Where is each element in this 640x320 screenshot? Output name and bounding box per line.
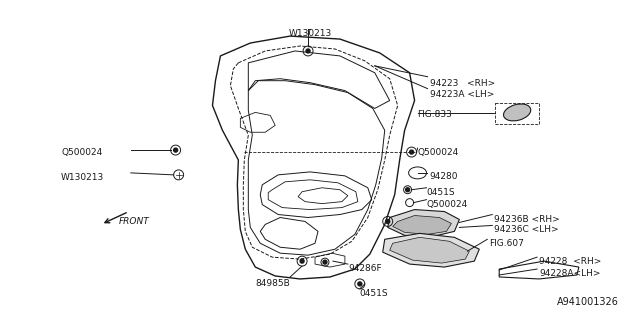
Circle shape xyxy=(173,148,178,152)
Text: A941001326: A941001326 xyxy=(557,297,619,307)
Text: FIG.607: FIG.607 xyxy=(489,239,524,248)
Polygon shape xyxy=(383,233,479,267)
Ellipse shape xyxy=(504,104,531,121)
Text: FRONT: FRONT xyxy=(119,218,150,227)
Circle shape xyxy=(406,188,410,192)
Text: 94223A <LH>: 94223A <LH> xyxy=(429,90,494,99)
Text: FIG.833: FIG.833 xyxy=(417,110,452,119)
Text: Q500024: Q500024 xyxy=(61,148,102,157)
Text: Q500024: Q500024 xyxy=(417,148,459,157)
Text: 0451S: 0451S xyxy=(426,188,455,197)
Polygon shape xyxy=(388,210,460,237)
Text: W130213: W130213 xyxy=(289,29,332,38)
Text: 0451S: 0451S xyxy=(360,289,388,298)
Text: 94236C <LH>: 94236C <LH> xyxy=(494,225,559,235)
Text: 94223   <RH>: 94223 <RH> xyxy=(429,79,495,88)
Text: 94228  <RH>: 94228 <RH> xyxy=(539,257,602,266)
Text: 94286F: 94286F xyxy=(348,264,381,273)
Polygon shape xyxy=(393,215,451,234)
Circle shape xyxy=(306,49,310,53)
Circle shape xyxy=(300,259,304,263)
Text: 94228A<LH>: 94228A<LH> xyxy=(539,269,600,278)
Text: Q500024: Q500024 xyxy=(426,200,468,209)
Circle shape xyxy=(410,150,413,154)
Circle shape xyxy=(358,282,362,286)
Circle shape xyxy=(323,260,327,264)
Text: W130213: W130213 xyxy=(61,173,104,182)
Polygon shape xyxy=(390,237,469,263)
Circle shape xyxy=(386,220,390,223)
Text: 94280: 94280 xyxy=(429,172,458,181)
Text: 94236B <RH>: 94236B <RH> xyxy=(494,214,560,224)
Text: 84985B: 84985B xyxy=(255,279,290,288)
